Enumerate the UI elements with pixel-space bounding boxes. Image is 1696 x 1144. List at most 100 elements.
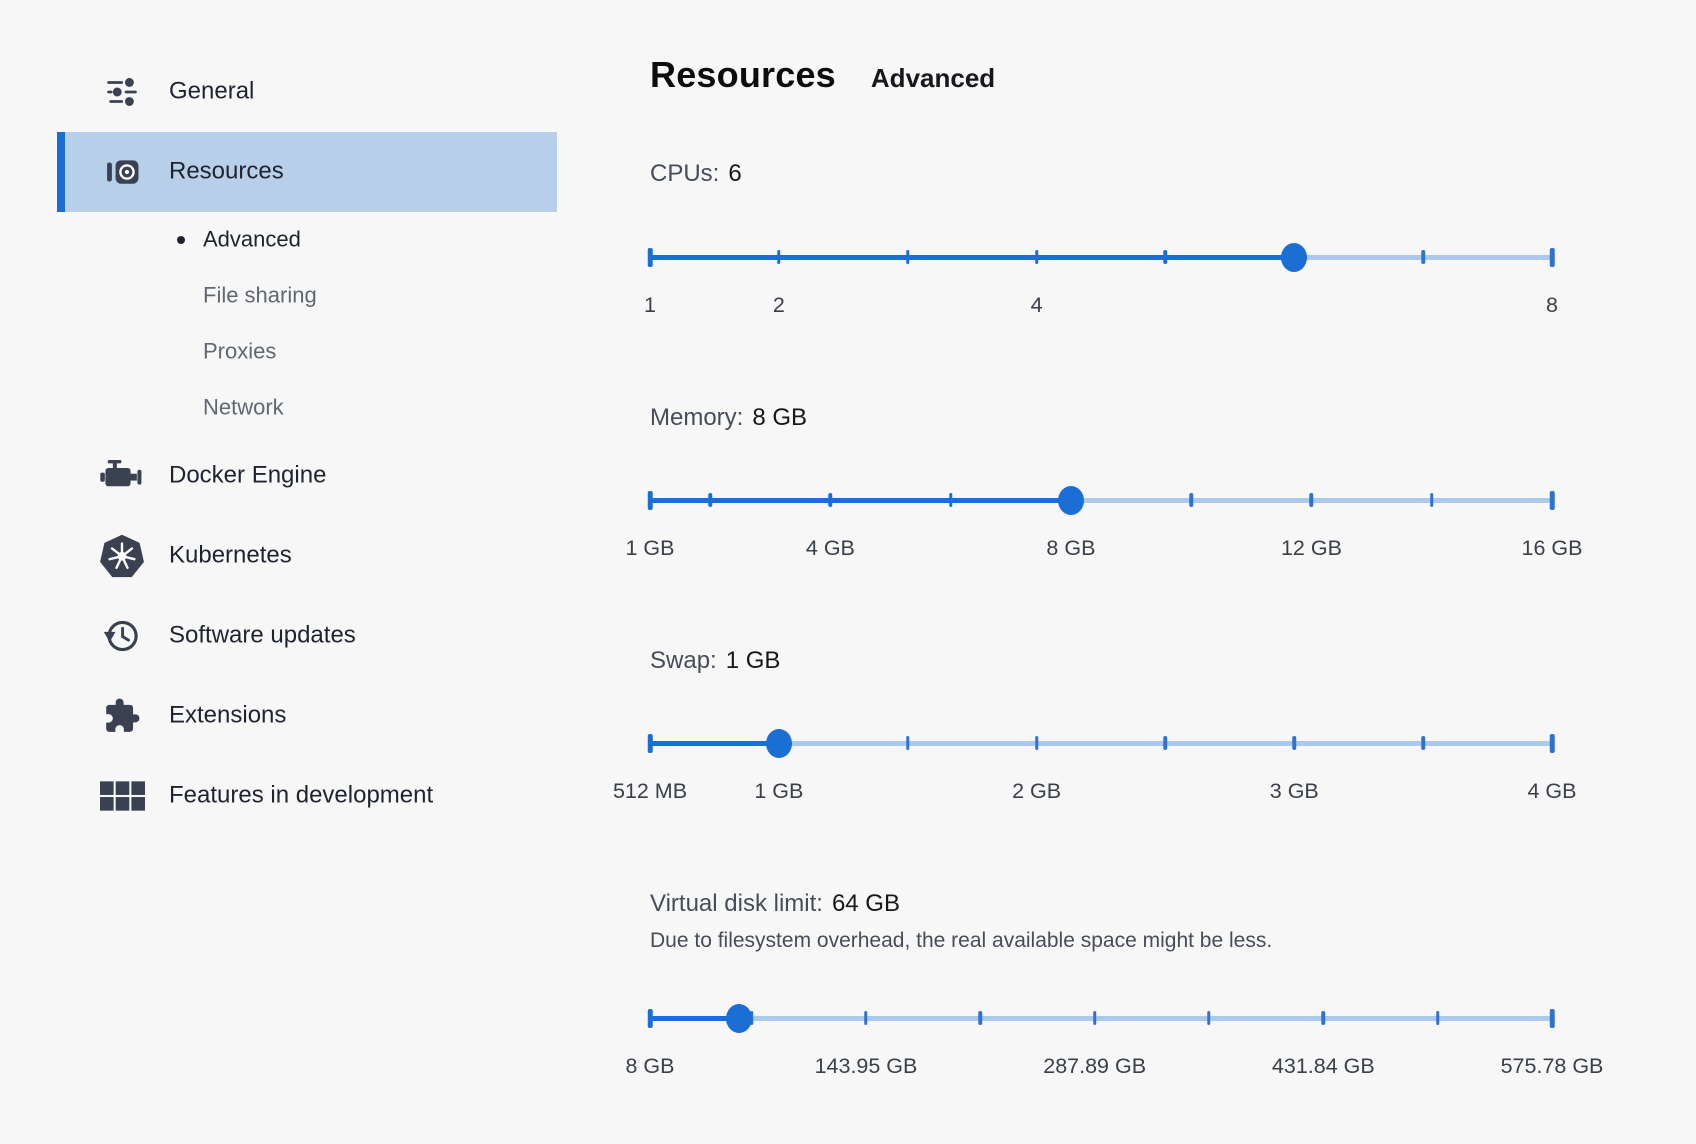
sidebar-subitem-label: Network [203, 394, 284, 420]
disk-note: Due to filesystem overhead, the real ava… [650, 929, 1273, 952]
memory-track-fill [650, 497, 1071, 503]
sidebar-item-features-in-development[interactable]: Features in development [0, 756, 560, 836]
sidebar-item-resources[interactable]: Resources [0, 132, 560, 212]
tune-icon [98, 52, 146, 132]
cpus-tick-label: 8 [1546, 293, 1558, 317]
disk-tick [1549, 1008, 1555, 1028]
cpus-tick [1549, 247, 1555, 267]
page-header: Resources Advanced [650, 54, 995, 96]
sidebar-item-label: Docker Engine [169, 461, 327, 489]
cpus-tick-label: 1 [644, 293, 656, 317]
swap-tick [1163, 736, 1168, 750]
sidebar-item-kubernetes[interactable]: Kubernetes [0, 516, 560, 596]
sidebar-item-label: Extensions [169, 701, 287, 729]
grid-icon [98, 756, 146, 836]
cpus-tick-label: 2 [772, 293, 785, 317]
swap-tick [1034, 736, 1039, 750]
cpus-tick-label: 4 [1030, 293, 1043, 317]
cpus-value: 6 [728, 160, 742, 187]
sidebar-item-extensions[interactable]: Extensions [0, 676, 560, 756]
disk-slider-track[interactable] [647, 1002, 1555, 1034]
memory-tick [1189, 493, 1193, 507]
cpus-tick [647, 247, 653, 267]
memory-tick [1549, 490, 1555, 510]
sidebar-item-label: Kubernetes [169, 541, 292, 569]
cpus-tick [1163, 250, 1168, 264]
memory-tick-label: 12 GB [1280, 536, 1342, 560]
memory-tick-label: 16 GB [1521, 536, 1583, 560]
memory-tick-label: 1 GB [625, 536, 675, 560]
cpus-tick-labels: 1 2 4 8 [644, 293, 1558, 319]
sidebar-subitem-label: Advanced [203, 226, 301, 252]
swap-tick [905, 736, 910, 750]
sidebar-subitem-advanced[interactable]: Advanced [0, 212, 560, 268]
disk-caption: Virtual disk limit: 64 GB [650, 890, 900, 918]
settings-sidebar: General Resources Advanced File sharing Pro… [0, 52, 560, 836]
active-item-dot [177, 236, 185, 244]
disk-tick-labels: 8 GB 143.95 GB 287.89 GB 431.84 GB 575.78 GB [626, 1054, 1604, 1080]
sidebar-item-label: Resources [169, 157, 284, 185]
swap-tick-label: 512 MB [612, 779, 688, 803]
swap-tick [1549, 733, 1555, 753]
disk-tick [1207, 1011, 1211, 1025]
swap-tick-label: 3 GB [1269, 779, 1319, 803]
memory-tick [948, 493, 953, 507]
sidebar-subitem-label: Proxies [203, 338, 277, 364]
disk-tick [647, 1008, 653, 1028]
disk-label: Virtual disk limit: [650, 890, 823, 917]
disk-tick-label: 575.78 GB [1500, 1054, 1604, 1078]
disk-tick [1321, 1011, 1326, 1025]
disk-tick [978, 1011, 983, 1025]
memory-tick-label: 4 GB [805, 536, 855, 560]
memory-tick [828, 493, 833, 507]
memory-caption: Memory: 8 GB [650, 404, 807, 432]
cpus-slider-thumb[interactable] [1281, 242, 1308, 272]
cpus-track-fill [650, 254, 1295, 260]
cpus-slider-track[interactable] [647, 241, 1555, 273]
disk-slider-thumb[interactable] [725, 1003, 752, 1033]
swap-tick-label: 4 GB [1527, 779, 1577, 803]
swap-tick [1421, 736, 1425, 750]
sidebar-subitem-file-sharing[interactable]: File sharing [0, 268, 560, 324]
page-title: Resources [650, 54, 836, 95]
sidebar-item-software-updates[interactable]: Software updates [0, 596, 560, 676]
sidebar-item-general[interactable]: General [0, 52, 560, 132]
sidebar-subitem-label: File sharing [203, 282, 317, 308]
cpus-caption: CPUs: 6 [650, 160, 742, 188]
swap-caption: Swap: 1 GB [650, 647, 780, 675]
swap-slider-track[interactable] [647, 727, 1555, 759]
disk-track-fill [650, 1015, 739, 1021]
memory-slider-thumb[interactable] [1057, 485, 1084, 515]
settings-content: Resources Advanced CPUs: 6 1 2 4 8 Memory: 8 GB… [613, 0, 1650, 1144]
swap-label: Swap: [650, 647, 717, 674]
cpus-tick [1421, 250, 1425, 264]
sidebar-item-label: Software updates [169, 621, 356, 649]
disk-track-remainder [650, 1015, 1552, 1021]
selected-accent-bar [57, 132, 65, 212]
engine-icon [98, 436, 146, 516]
disk-tick-label: 8 GB [625, 1054, 675, 1078]
memory-tick [1309, 493, 1314, 507]
disk-tick-label: 431.84 GB [1271, 1054, 1375, 1078]
disk-tick [1092, 1011, 1097, 1025]
swap-tick [647, 733, 653, 753]
memory-tick [1429, 493, 1434, 507]
sidebar-subitem-network[interactable]: Network [0, 380, 560, 436]
disk-tick [1435, 1011, 1440, 1025]
disk-value: 64 GB [831, 890, 900, 917]
disk-tick-label: 287.89 GB [1043, 1054, 1147, 1078]
memory-tick-label: 8 GB [1046, 536, 1096, 560]
sidebar-item-label: General [169, 77, 255, 105]
disk-tick [864, 1011, 868, 1025]
sidebar-item-docker-engine[interactable]: Docker Engine [0, 436, 560, 516]
swap-track-remainder [650, 740, 1552, 746]
sidebar-subitem-proxies[interactable]: Proxies [0, 324, 560, 380]
sidebar-item-label: Features in development [169, 781, 434, 809]
memory-tick [708, 493, 712, 507]
swap-value: 1 GB [725, 647, 781, 674]
swap-tick-label: 2 GB [1012, 779, 1062, 803]
swap-slider-thumb[interactable] [765, 728, 792, 758]
cpus-tick [777, 250, 781, 264]
disk-tick-label: 143.95 GB [814, 1054, 918, 1078]
memory-slider-track[interactable] [647, 484, 1555, 516]
